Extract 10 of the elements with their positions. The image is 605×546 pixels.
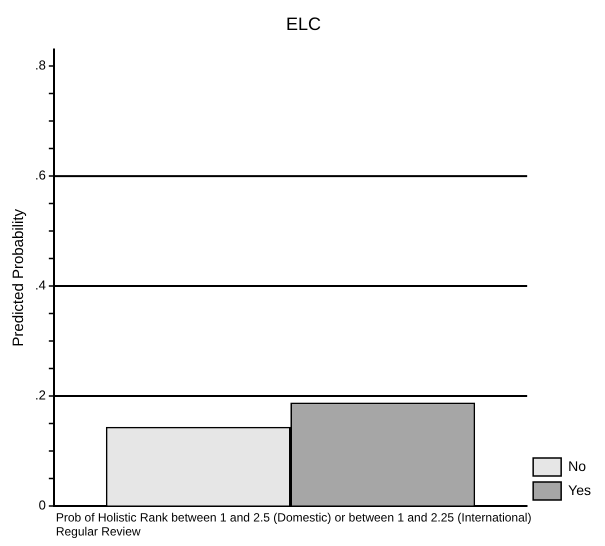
- y-tick-label: 0: [38, 498, 46, 513]
- chart-title: ELC: [286, 14, 322, 34]
- x-axis-title: Prob of Holistic Rank between 1 and 2.5 (Domestic) or between 1 and 2.25 (International) Regular Review: [56, 510, 532, 538]
- y-tick-label: .4: [35, 278, 46, 293]
- y-tick-label: .2: [35, 388, 46, 403]
- legend-label: Yes: [568, 482, 592, 498]
- legend-label: No: [568, 458, 586, 474]
- y-tick-label: .8: [35, 58, 46, 73]
- y-tick-label: .6: [35, 168, 46, 183]
- y-axis-title: Predicted Probability: [10, 208, 28, 347]
